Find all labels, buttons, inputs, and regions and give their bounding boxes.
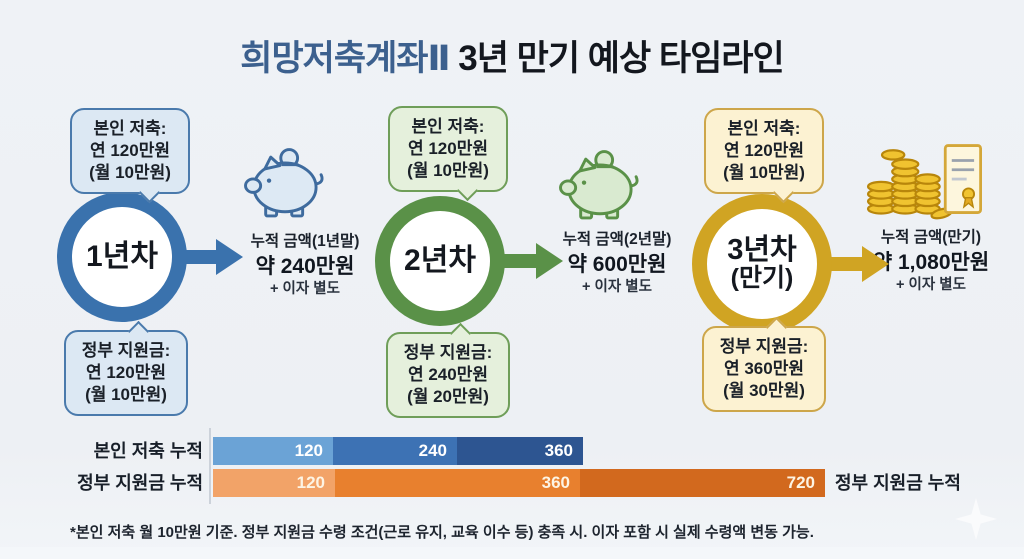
page-title-brand: 희망저축계좌Ⅱ: [240, 39, 450, 78]
year3-result-note: + 이자 별도: [896, 277, 966, 294]
bubble-line: (월 30만원): [723, 381, 805, 401]
year2-self-savings-bubble: 본인 저축: 연 120만원 (월 10만원): [388, 106, 508, 202]
chart-axis-divider: [209, 428, 211, 504]
bubble-line: (월 10만원): [723, 163, 805, 183]
year3-result-caption: 누적 금액(만기): [880, 229, 982, 246]
piggy-bank-green-icon: [558, 148, 642, 224]
coins-certificate-icon: [860, 140, 984, 220]
year3-sublabel: (만기): [730, 264, 794, 293]
year3-result-amount: 약 1,080만원: [872, 250, 990, 274]
bubble-line: (월 10만원): [85, 385, 167, 405]
bubble-line: 본인 저축:: [727, 119, 801, 138]
chart-right-label-gov-support: 정부 지원금 누적: [835, 473, 961, 493]
year2-gov-support-bubble: 정부 지원금: 연 240만원 (월 20만원): [386, 322, 510, 419]
bubble-line: (월 10만원): [89, 163, 171, 183]
bubble-line: (월 20만원): [407, 387, 489, 407]
bubble-line: 연 120만원: [89, 141, 170, 161]
footnote: *본인 저축 월 10만원 기준. 정부 지원금 수령 조건(근로 유지, 교육…: [70, 524, 814, 541]
bubble-line: 정부 지원금:: [719, 337, 809, 356]
year3-result: 누적 금액(만기) 약 1,080만원 + 이자 별도: [853, 228, 1009, 296]
year2-label: 2년차: [404, 244, 476, 278]
bubble-tail: [127, 320, 149, 343]
year2-arrow-icon: [498, 254, 536, 268]
bubble-line: 본인 저축:: [411, 117, 485, 136]
year1-gov-support-bubble: 정부 지원금: 연 120만원 (월 10만원): [64, 320, 188, 417]
year1-result-amount: 약 240만원: [255, 254, 355, 278]
chart-row-label-self-savings: 본인 저축 누적: [93, 441, 203, 461]
bar-segment-year1: 120: [213, 469, 335, 497]
bar-segment-year2: 360: [335, 469, 580, 497]
bubble-line: 정부 지원금:: [81, 341, 171, 360]
year3-gov-support-bubble: 정부 지원금: 연 360만원 (월 30만원): [702, 316, 826, 413]
bar-segment-year3: 360: [457, 437, 583, 465]
chart-row-label-gov-support: 정부 지원금 누적: [77, 473, 203, 493]
year2-result-caption: 누적 금액(2년말): [562, 231, 672, 248]
bubble-line: (월 10만원): [407, 161, 489, 181]
year2-circle: 2년차: [375, 196, 505, 326]
year3-label: 3년차: [727, 234, 797, 267]
chart-bar-self-savings: 120 240 360: [213, 437, 583, 465]
bar-segment-year3: 720: [580, 469, 825, 497]
bubble-line: 연 120만원: [407, 139, 488, 159]
year3-arrow-icon: [826, 257, 862, 271]
bubble-line: 본인 저축:: [93, 119, 167, 138]
year1-arrow-icon: [178, 250, 216, 264]
year3-self-savings-bubble: 본인 저축: 연 120만원 (월 10만원): [704, 108, 824, 204]
piggy-bank-blue-icon: [243, 146, 327, 222]
year1-label: 1년차: [86, 240, 158, 274]
year1-result-caption: 누적 금액(1년말): [250, 233, 360, 250]
year1-result-note: + 이자 별도: [270, 281, 340, 298]
bubble-line: 연 120만원: [85, 363, 166, 383]
year2-result: 누적 금액(2년말) 약 600만원 + 이자 별도: [542, 230, 692, 298]
bubble-line: 연 120만원: [723, 141, 804, 161]
year1-self-savings-bubble: 본인 저축: 연 120만원 (월 10만원): [70, 108, 190, 204]
bubble-line: 연 240만원: [407, 365, 488, 385]
bar-segment-year1: 120: [213, 437, 333, 465]
bottom-band: [0, 547, 1024, 559]
chart-bar-gov-support: 120 360 720: [213, 469, 825, 497]
year1-result: 누적 금액(1년말) 약 240만원 + 이자 별도: [230, 232, 380, 300]
year2-result-amount: 약 600만원: [567, 252, 667, 276]
page-title: 희망저축계좌Ⅱ 3년 만기 예상 타임라인: [0, 30, 1024, 81]
bar-segment-year2: 240: [333, 437, 457, 465]
bubble-line: 정부 지원금:: [403, 343, 493, 362]
page-title-main: 3년 만기 예상 타임라인: [449, 39, 784, 78]
bubble-tail: [449, 322, 471, 345]
bubble-line: 연 360만원: [723, 359, 804, 379]
year2-result-note: + 이자 별도: [582, 279, 652, 296]
year3-circle: 3년차 (만기): [692, 194, 832, 334]
year1-circle: 1년차: [57, 192, 187, 322]
